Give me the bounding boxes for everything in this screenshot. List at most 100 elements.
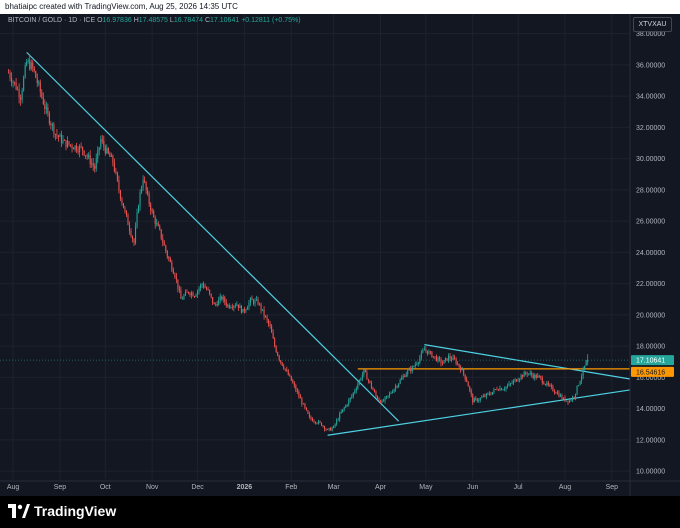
price-tick-label: 34.00000 [636,94,665,101]
candle-body [35,71,37,78]
candle-body [269,323,271,327]
candle-body [414,364,416,367]
candle-body [330,428,332,431]
candle-body [331,427,333,431]
candle-body [97,149,99,159]
candle-body [24,65,26,78]
candle-body [275,346,277,353]
candle-body [322,425,324,427]
candle-body [584,365,586,369]
time-tick-label: Sep [606,484,619,491]
candle-body [141,187,143,193]
candle-body [189,293,191,295]
candles [8,54,589,432]
candle-body [366,372,368,380]
candle-body [180,290,182,299]
candle-body [86,155,88,157]
candle-body [224,297,226,303]
price-tick-label: 22.00000 [636,281,665,288]
candle-body [248,302,250,308]
candle-body [348,400,350,405]
candle-body [573,397,575,398]
candle-body [281,362,283,366]
candle-body [109,153,111,157]
candle-body [266,316,268,321]
candle-body [567,400,569,403]
ticker-badge[interactable]: XTVXAU [633,17,672,32]
candle-body [313,421,315,422]
candle-body [53,124,55,135]
candle-body [272,332,274,339]
candle-body [299,396,301,399]
candle-body [511,383,513,384]
candle-body [287,370,289,376]
candle-body [340,411,342,414]
candle-body [8,72,10,74]
candle-body [62,140,64,143]
candle-body [383,400,385,402]
candle-body [549,384,551,386]
candle-body [547,382,549,385]
candle-body [159,225,161,230]
candle-body [138,205,140,213]
candle-body [537,375,539,378]
chart-area[interactable]: 38.00000 36.00000 34.00000 32.00000 30.00000… [0,14,680,496]
candle-body [92,163,94,167]
candle-body [310,416,312,419]
time-tick-label: Feb [285,484,297,491]
price-chart[interactable]: 38.00000 36.00000 34.00000 32.00000 30.00000… [0,14,680,496]
candle-body [131,236,134,240]
candle-body [103,140,105,147]
candle-body [89,155,91,165]
candle-body [482,395,484,398]
candle-body [481,397,483,398]
candle-body [210,293,212,297]
candle-body [218,299,220,306]
candle-body [469,386,471,390]
close-value: 17.10641 [210,17,240,24]
candle-body [395,386,397,390]
candle-body [314,421,317,424]
candle-body [342,409,344,412]
candle-body [147,190,149,195]
candle-body [390,392,392,394]
ascending-support-line [327,389,631,436]
candle-body [355,388,357,391]
candle-body [125,210,128,216]
candle-body [116,172,118,181]
candle-body [568,400,571,403]
candle-body [311,418,313,422]
price-tick-label: 10.00000 [636,469,665,476]
candle-body [112,155,114,163]
caption-bar: bhatiaipc created with TradingView.com, … [0,0,680,14]
candle-body [33,66,35,72]
candle-body [402,376,404,378]
candle-body [26,61,28,66]
candle-body [452,357,454,360]
candle-body [178,288,180,291]
candle-body [360,378,362,381]
candle-body [432,356,434,358]
candle-body [543,382,545,385]
candle-body [118,180,120,191]
candle-body [544,384,546,385]
candle-body [154,217,156,225]
candle-body [21,90,23,100]
candle-body [30,62,32,70]
candle-body [71,145,73,148]
candle-body [305,407,307,411]
price-tick-label: 12.00000 [636,437,665,444]
candle-body [207,289,209,291]
time-tick-label: May [419,484,433,491]
candle-body [529,373,531,374]
candle-body [41,91,43,98]
candle-body [47,107,49,114]
candle-body [237,304,239,309]
candle-body [336,420,338,425]
caption-text: bhatiaipc created with TradingView.com, … [5,2,238,11]
candle-body [101,139,103,141]
candle-body [337,419,339,421]
candle-body [575,393,577,398]
candle-body [516,379,518,382]
candle-body [316,423,318,424]
